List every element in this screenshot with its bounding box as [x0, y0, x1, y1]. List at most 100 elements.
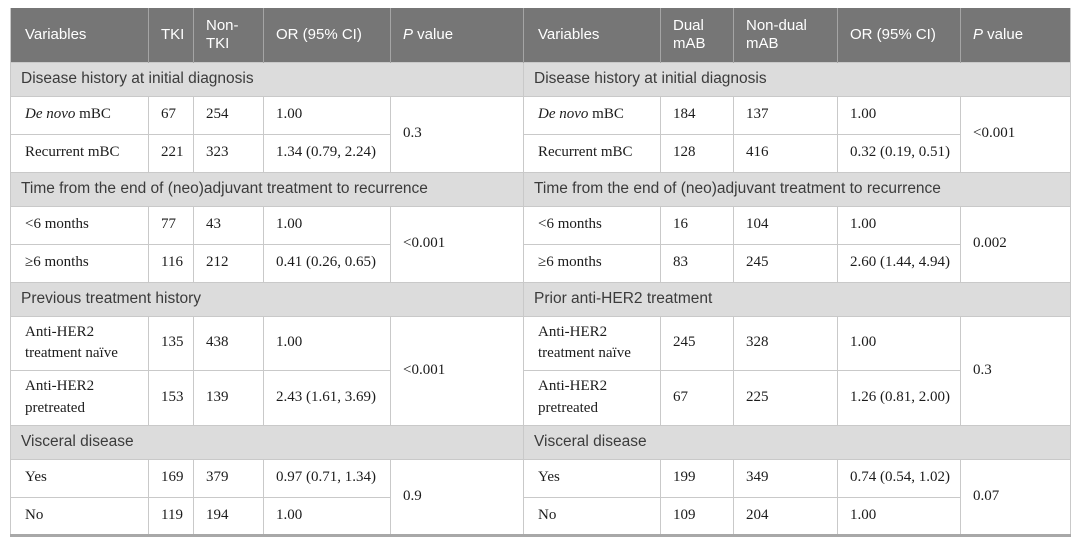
count-cell: 116 [148, 243, 194, 283]
col-header-variables: Variables [523, 8, 661, 62]
count-cell: 184 [660, 95, 734, 135]
variable-label: <6 months [10, 205, 149, 245]
section-title: Visceral disease [523, 424, 1071, 460]
or-ci-cell: 0.97 (0.71, 1.34) [263, 458, 391, 498]
variable-label: Recurrent mBC [523, 133, 661, 173]
count-cell: 135 [148, 315, 194, 371]
count-cell: 416 [733, 133, 838, 173]
variable-label: Anti-HER2 treatment naïve [523, 315, 661, 371]
p-value-cell: 0.002 [960, 205, 1071, 283]
or-ci-cell: 2.43 (1.61, 3.69) [263, 370, 391, 426]
section-title: Previous treatment history [10, 281, 524, 317]
variable-label: Anti-HER2 treatment naïve [10, 315, 149, 371]
or-ci-cell: 1.00 [837, 205, 961, 245]
count-cell: 194 [193, 496, 264, 536]
variable-label: ≥6 months [10, 243, 149, 283]
or-ci-cell: 1.00 [837, 315, 961, 371]
p-value-cell: <0.001 [960, 95, 1071, 173]
col-header-p-value: P value [390, 8, 524, 62]
count-cell: 199 [660, 458, 734, 498]
or-ci-cell: 0.41 (0.26, 0.65) [263, 243, 391, 283]
variable-label: De novo mBC [10, 95, 149, 135]
count-cell: 438 [193, 315, 264, 371]
count-cell: 119 [148, 496, 194, 536]
p-value-cell: <0.001 [390, 315, 524, 426]
section-title: Disease history at initial diagnosis [10, 61, 524, 97]
or-ci-cell: 1.00 [263, 496, 391, 536]
or-ci-cell: 1.00 [263, 315, 391, 371]
header-row: Variables TKI Non-TKI OR (95% CI) P value Var… [10, 8, 1071, 62]
count-cell: 349 [733, 458, 838, 498]
p-value-cell: 0.3 [960, 315, 1071, 426]
p-value-cell: 0.3 [390, 95, 524, 173]
count-cell: 137 [733, 95, 838, 135]
count-cell: 16 [660, 205, 734, 245]
col-header-or-ci: OR (95% CI) [263, 8, 391, 62]
count-cell: 169 [148, 458, 194, 498]
table-row: Yes 169 379 0.97 (0.71, 1.34) 0.9 Yes 199 349 0.… [10, 458, 1071, 536]
count-cell: 323 [193, 133, 264, 173]
section-row: Disease history at initial diagnosis Dise… [10, 61, 1071, 97]
table-row: De novo mBC 67 254 1.00 0.3 De novo mBC 184 137… [10, 95, 1071, 173]
count-cell: 328 [733, 315, 838, 371]
section-title: Disease history at initial diagnosis [523, 61, 1071, 97]
section-row: Time from the end of (neo)adjuvant treat… [10, 171, 1071, 207]
count-cell: 139 [193, 370, 264, 426]
or-ci-cell: 0.32 (0.19, 0.51) [837, 133, 961, 173]
section-title: Visceral disease [10, 424, 524, 460]
count-cell: 43 [193, 205, 264, 245]
or-ci-cell: 1.34 (0.79, 2.24) [263, 133, 391, 173]
p-value-cell: 0.07 [960, 458, 1071, 536]
count-cell: 128 [660, 133, 734, 173]
count-cell: 254 [193, 95, 264, 135]
variable-label: Yes [523, 458, 661, 498]
count-cell: 83 [660, 243, 734, 283]
col-header-non-tki: Non-TKI [193, 8, 264, 62]
col-header-p-value: P value [960, 8, 1071, 62]
table-wrapper: Variables TKI Non-TKI OR (95% CI) P value Var… [10, 8, 1071, 537]
p-value-cell: <0.001 [390, 205, 524, 283]
table-row: <6 months 77 43 1.00 <0.001 <6 months 16 104 1.0… [10, 205, 1071, 283]
table-row: Recurrent mBC 221 323 1.34 (0.79, 2.24) Recu… [10, 133, 1071, 173]
variable-label: Anti-HER2 pretreated [523, 370, 661, 426]
table-body: Disease history at initial diagnosis Dise… [10, 61, 1071, 536]
table-row: Anti-HER2 pretreated 153 139 2.43 (1.61, 3.… [10, 370, 1071, 426]
section-title: Time from the end of (neo)adjuvant treat… [10, 171, 524, 207]
or-ci-cell: 1.00 [263, 205, 391, 245]
table-header: Variables TKI Non-TKI OR (95% CI) P value Var… [10, 8, 1071, 62]
count-cell: 204 [733, 496, 838, 536]
count-cell: 67 [660, 370, 734, 426]
or-ci-cell: 1.00 [837, 496, 961, 536]
table-row: No 119 194 1.00 No 109 204 1.00 [10, 496, 1071, 536]
section-row: Previous treatment history Prior anti-HER… [10, 281, 1071, 317]
variable-label: Recurrent mBC [10, 133, 149, 173]
variable-label: ≥6 months [523, 243, 661, 283]
logistic-regression-table: Variables TKI Non-TKI OR (95% CI) P value Var… [10, 8, 1071, 537]
col-header-variables: Variables [10, 8, 149, 62]
section-title: Prior anti-HER2 treatment [523, 281, 1071, 317]
count-cell: 153 [148, 370, 194, 426]
or-ci-cell: 0.74 (0.54, 1.02) [837, 458, 961, 498]
count-cell: 245 [660, 315, 734, 371]
p-value-cell: 0.9 [390, 458, 524, 536]
count-cell: 245 [733, 243, 838, 283]
col-header-or-ci: OR (95% CI) [837, 8, 961, 62]
count-cell: 225 [733, 370, 838, 426]
variable-label: Anti-HER2 pretreated [10, 370, 149, 426]
count-cell: 67 [148, 95, 194, 135]
count-cell: 212 [193, 243, 264, 283]
count-cell: 77 [148, 205, 194, 245]
variable-label: No [523, 496, 661, 536]
or-ci-cell: 1.00 [263, 95, 391, 135]
or-ci-cell: 1.26 (0.81, 2.00) [837, 370, 961, 426]
variable-label: Yes [10, 458, 149, 498]
or-ci-cell: 2.60 (1.44, 4.94) [837, 243, 961, 283]
table-row: Anti-HER2 treatment naïve 135 438 1.00 <0.00… [10, 315, 1071, 426]
section-title: Time from the end of (neo)adjuvant treat… [523, 171, 1071, 207]
variable-label: <6 months [523, 205, 661, 245]
col-header-dual-mab: Dual mAB [660, 8, 734, 62]
col-header-non-dual-mab: Non-dual mAB [733, 8, 838, 62]
or-ci-cell: 1.00 [837, 95, 961, 135]
count-cell: 221 [148, 133, 194, 173]
variable-label: No [10, 496, 149, 536]
